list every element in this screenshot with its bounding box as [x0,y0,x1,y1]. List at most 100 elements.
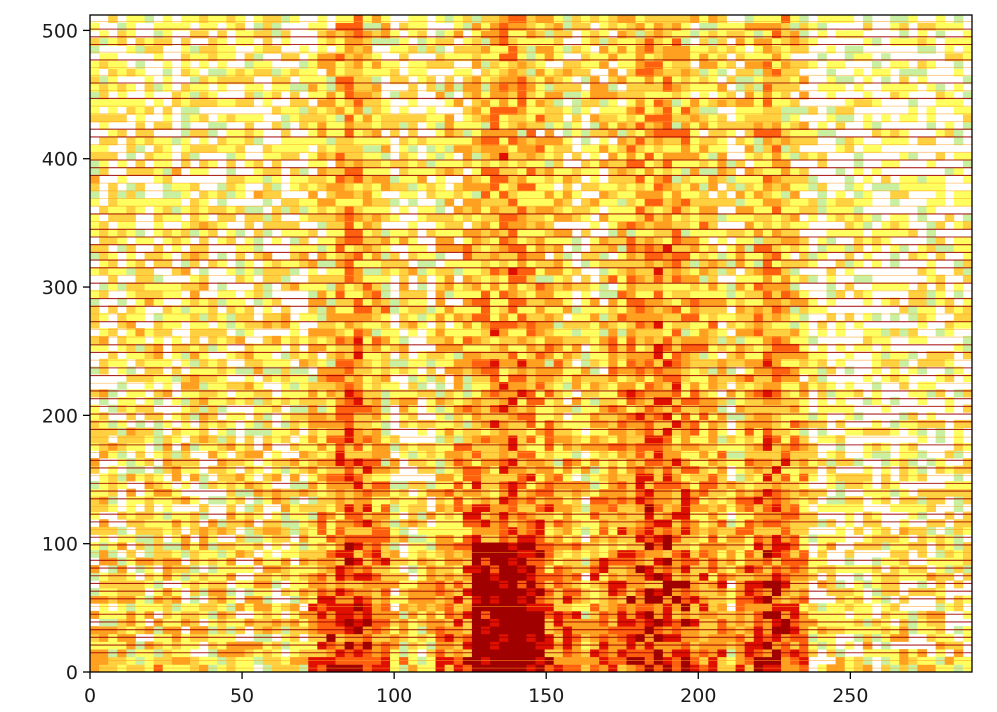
heatmap-cell [362,228,373,237]
heatmap-cell [262,458,273,467]
heatmap-cell [881,228,891,237]
heatmap-cell [526,335,536,344]
heatmap-cell [371,542,382,551]
heatmap-cell [726,251,736,260]
heatmap-cell [581,610,591,619]
heatmap-cell [235,244,245,253]
heatmap-cell [326,259,336,268]
heatmap-cell [681,282,691,291]
heatmap-cell [299,465,309,474]
heatmap-cell [344,580,355,589]
heatmap-cell [653,312,664,321]
heatmap-cell [453,587,464,597]
heatmap-cell [690,465,700,474]
heatmap-cell [899,213,909,222]
heatmap-cell [890,282,900,291]
heatmap-cell [690,374,700,383]
heatmap-cell [262,274,273,283]
heatmap-cell [390,435,400,444]
heatmap-cell [153,358,164,367]
heatmap-cell [917,488,927,497]
heatmap-cell [217,381,227,390]
heatmap-cell [681,343,691,352]
heatmap-cell [508,335,518,344]
heatmap-cell [744,465,755,474]
heatmap-cell [917,580,927,589]
heatmap-cell [817,351,827,360]
heatmap-cell [690,274,700,283]
heatmap-cell [544,534,555,543]
heatmap-cell [180,351,191,360]
heatmap-cell [317,213,327,222]
heatmap-cell [299,282,309,291]
heatmap-cell [344,412,355,421]
heatmap-cell [90,526,100,535]
heatmap-cell [835,396,846,406]
heatmap-cell [862,221,873,230]
heatmap-cell [235,618,245,627]
heatmap-cell [326,557,336,566]
heatmap-cell [117,221,127,230]
heatmap-cell [699,534,709,543]
heatmap-cell [626,297,636,306]
heatmap-cell [417,580,427,589]
heatmap-cell [653,374,664,383]
heatmap-cell [862,618,873,627]
heatmap-cell [544,572,555,581]
heatmap-cell [371,320,382,329]
heatmap-cell [490,396,500,406]
heatmap-cell [408,557,418,566]
heatmap-cell [617,259,627,268]
heatmap-cell [762,458,773,467]
heatmap-cell [744,205,755,215]
heatmap-cell [290,595,300,604]
heatmap-cell [762,351,773,360]
heatmap-cell [253,320,264,329]
heatmap-cell [799,610,809,619]
heatmap-cell [280,557,291,566]
heatmap-cell [590,312,600,321]
heatmap-cell [290,396,300,406]
heatmap-cell [817,236,827,245]
heatmap-cell [480,488,491,497]
heatmap-cell [744,565,755,574]
heatmap-cell [499,603,509,612]
heatmap-cell [662,312,673,321]
heatmap-cell [581,565,591,574]
heatmap-cell [771,481,782,490]
heatmap-cell [762,603,773,612]
heatmap-cell [699,519,709,528]
heatmap-cell [408,305,418,314]
heatmap-cell [653,198,664,207]
heatmap-cell [835,228,846,237]
heatmap-cell [417,458,427,467]
heatmap-cell [644,267,655,276]
heatmap-cell [499,366,509,375]
heatmap-cell [790,618,800,627]
heatmap-cell [699,473,709,482]
heatmap-cell [590,335,600,344]
heatmap-cell [771,213,782,222]
heatmap-cell [180,481,191,490]
heatmap-cell [226,381,236,390]
heatmap-cell [353,205,364,215]
heatmap-cell [453,488,464,497]
heatmap-cell [126,465,136,474]
heatmap-cell [617,503,627,512]
heatmap-cell [262,351,273,360]
heatmap-cell [262,228,273,237]
heatmap-cell [553,267,564,276]
heatmap-cell [535,511,546,520]
heatmap-cell [317,595,327,604]
heatmap-cell [526,381,536,390]
heatmap-cell [199,503,209,512]
heatmap-cell [535,503,546,512]
heatmap-cell [299,381,309,390]
heatmap-cell [271,580,282,589]
heatmap-cell [462,503,473,512]
heatmap-cell [608,404,618,413]
heatmap-cell [771,465,782,474]
heatmap-cell [671,503,682,512]
heatmap-cell [480,205,491,215]
heatmap-cell [399,572,409,581]
